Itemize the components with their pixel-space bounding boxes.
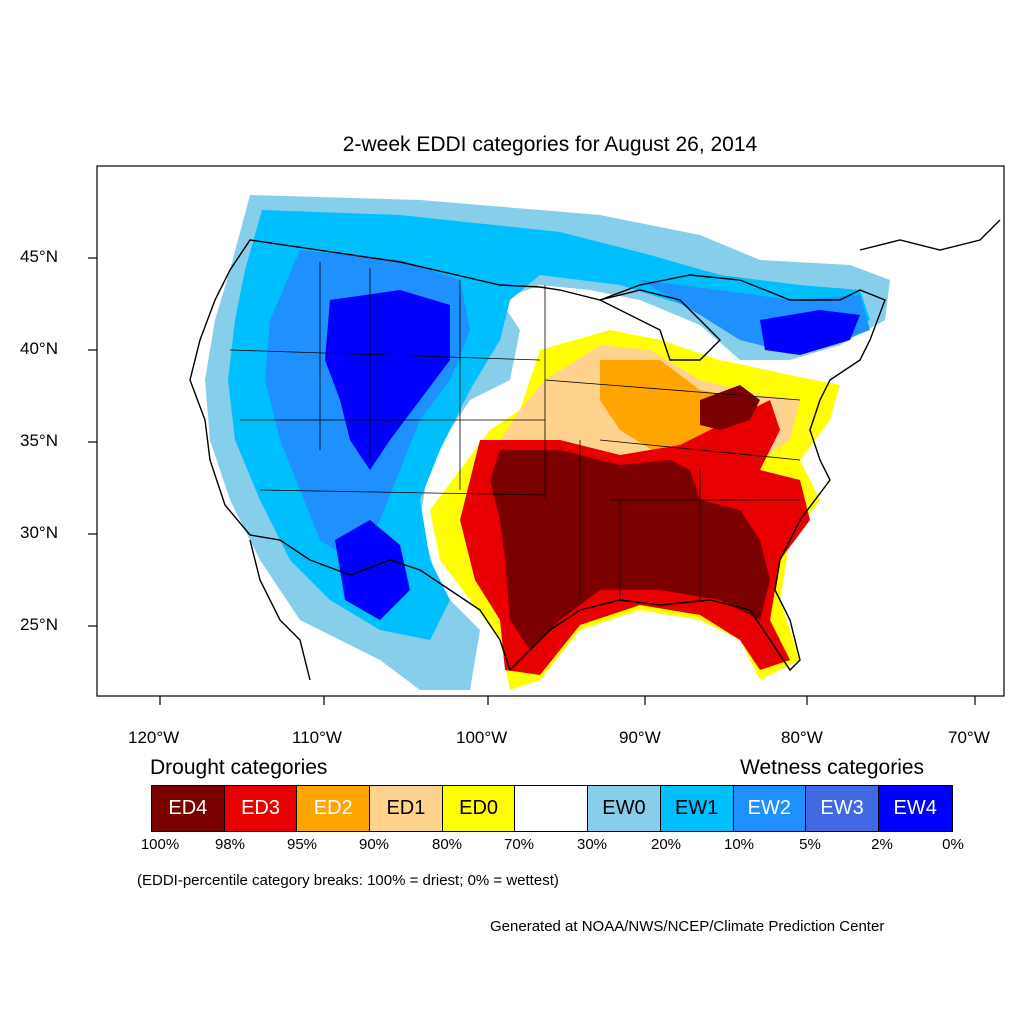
percentile-label: 70% [503,836,535,853]
legend-cell-ew3: EW3 [806,786,879,831]
wet-region-ew4-sw [335,520,410,620]
legend-label: ED2 [313,797,353,819]
percentile-label: 30% [576,836,608,853]
drought-categories-header: Drought categories [150,756,328,779]
percentile-label: 80% [431,836,463,853]
map-fill-regions [205,195,890,690]
legend-label: EW2 [747,797,792,819]
canada-east [859,219,1001,251]
percentile-label: 10% [723,836,755,853]
legend-cell-ed4: ED4 [152,786,225,831]
wetness-categories-header: Wetness categories [740,756,925,779]
percentile-label: 98% [214,836,246,853]
percentile-label: 95% [286,836,318,853]
map-title: 2-week EDDI categories for August 26, 20… [342,133,758,156]
percentile-label: 20% [650,836,682,853]
dry-region-ed4-ohio [700,385,760,430]
legend-cell-ed0: ED0 [442,786,516,831]
wet-region-ew4-ne [760,310,860,355]
category-breaks-note: (EDDI-percentile category breaks: 100% =… [137,872,559,889]
percentile-label: 100% [140,836,180,853]
legend-cell-ew1: EW1 [660,786,734,831]
legend-label: EW0 [602,797,646,819]
credit-line: Generated at NOAA/NWS/NCEP/Climate Predi… [490,918,885,935]
legend-cell-ed3: ED3 [224,786,298,831]
lon-label-100w: 100°W [456,728,508,747]
legend-cell-ew0: EW0 [588,786,661,831]
great-lakes [597,289,721,361]
lon-label-80w: 80°W [781,728,823,747]
legend-cell-neutral [515,786,589,831]
legend-cell-ew2: EW2 [733,786,807,831]
lon-label-120w: 120°W [128,728,180,747]
legend-cell-ed1: ED1 [370,786,443,831]
legend-label: EW4 [893,797,937,819]
legend-cell-ed2: ED2 [297,786,371,831]
legend-label: ED1 [386,797,426,819]
lon-label-70w: 70°W [948,728,990,747]
coastlines [189,219,1001,681]
legend-label: ED3 [241,797,280,819]
axis-ticks [88,257,976,705]
lat-label-30: 30°N [20,523,58,542]
percentile-label: 5% [799,836,821,853]
us-outline [189,239,886,672]
lon-label-90w: 90°W [619,728,661,747]
state-lines [229,262,801,600]
legend-label: EW3 [820,797,864,819]
legend-label: EW1 [674,797,719,819]
percentile-label: 2% [871,836,893,853]
baja [249,539,311,681]
wet-region-ew4 [325,290,450,470]
percentile-label: 90% [358,836,390,853]
lat-label-45: 45°N [20,247,58,266]
lon-label-110w: 110°W [292,728,342,747]
legend-cell-ew4: EW4 [878,786,952,831]
lat-label-40: 40°N [20,339,58,358]
percentile-label: 0% [942,836,964,853]
lat-label-35: 35°N [20,431,58,450]
lat-label-25: 25°N [20,615,58,634]
category-legend: ED4 ED3 ED2 ED1 ED0 EW0 EW1 EW2 EW3 EW4 [151,785,953,832]
legend-label: ED0 [459,797,499,819]
legend-label: ED4 [168,797,208,819]
